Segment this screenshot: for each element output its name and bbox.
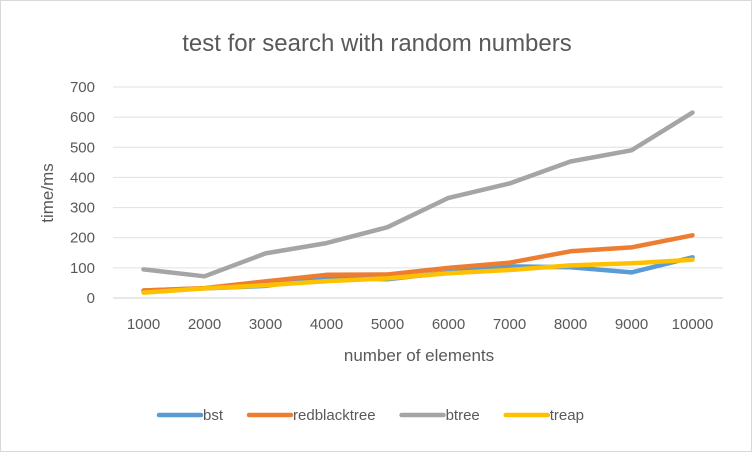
series-lines	[141, 110, 695, 295]
y-tick-label: 600	[70, 109, 95, 126]
x-tick-label: 7000	[493, 316, 526, 333]
x-tick-label: 2000	[188, 316, 221, 333]
legend-label-bst: bst	[203, 407, 224, 424]
series-line-treap	[141, 257, 695, 295]
x-tick-label: 9000	[615, 316, 648, 333]
y-tick-label: 500	[70, 139, 95, 156]
y-axis-label: time/ms	[38, 163, 57, 223]
x-tick-label: 3000	[249, 316, 282, 333]
legend-label-redblacktree: redblacktree	[293, 407, 376, 424]
y-tick-label: 100	[70, 260, 95, 277]
legend-label-btree: btree	[446, 407, 480, 424]
series-line-btree	[141, 110, 695, 279]
x-axis-label: number of elements	[344, 346, 494, 365]
y-tick-label: 700	[70, 79, 95, 96]
x-tick-label: 8000	[554, 316, 587, 333]
x-tick-label: 1000	[127, 316, 160, 333]
y-tick-label: 300	[70, 200, 95, 217]
x-tick-label: 5000	[371, 316, 404, 333]
gridlines	[113, 86, 723, 299]
x-axis-ticks: 1000 2000 3000 4000 5000 6000 7000 8000 9000 1000…	[127, 316, 714, 333]
legend-label-treap: treap	[550, 407, 584, 424]
y-tick-label: 400	[70, 169, 95, 186]
y-axis-ticks: 0 100 200 300 400 500 600 700	[70, 79, 95, 307]
chart-title: test for search with random numbers	[182, 30, 572, 57]
x-tick-label: 6000	[432, 316, 465, 333]
x-tick-label: 10000	[672, 316, 714, 333]
y-tick-label: 0	[87, 290, 95, 307]
y-tick-label: 200	[70, 230, 95, 247]
x-tick-label: 4000	[310, 316, 343, 333]
legend: bst redblacktree btree treap	[156, 407, 584, 424]
